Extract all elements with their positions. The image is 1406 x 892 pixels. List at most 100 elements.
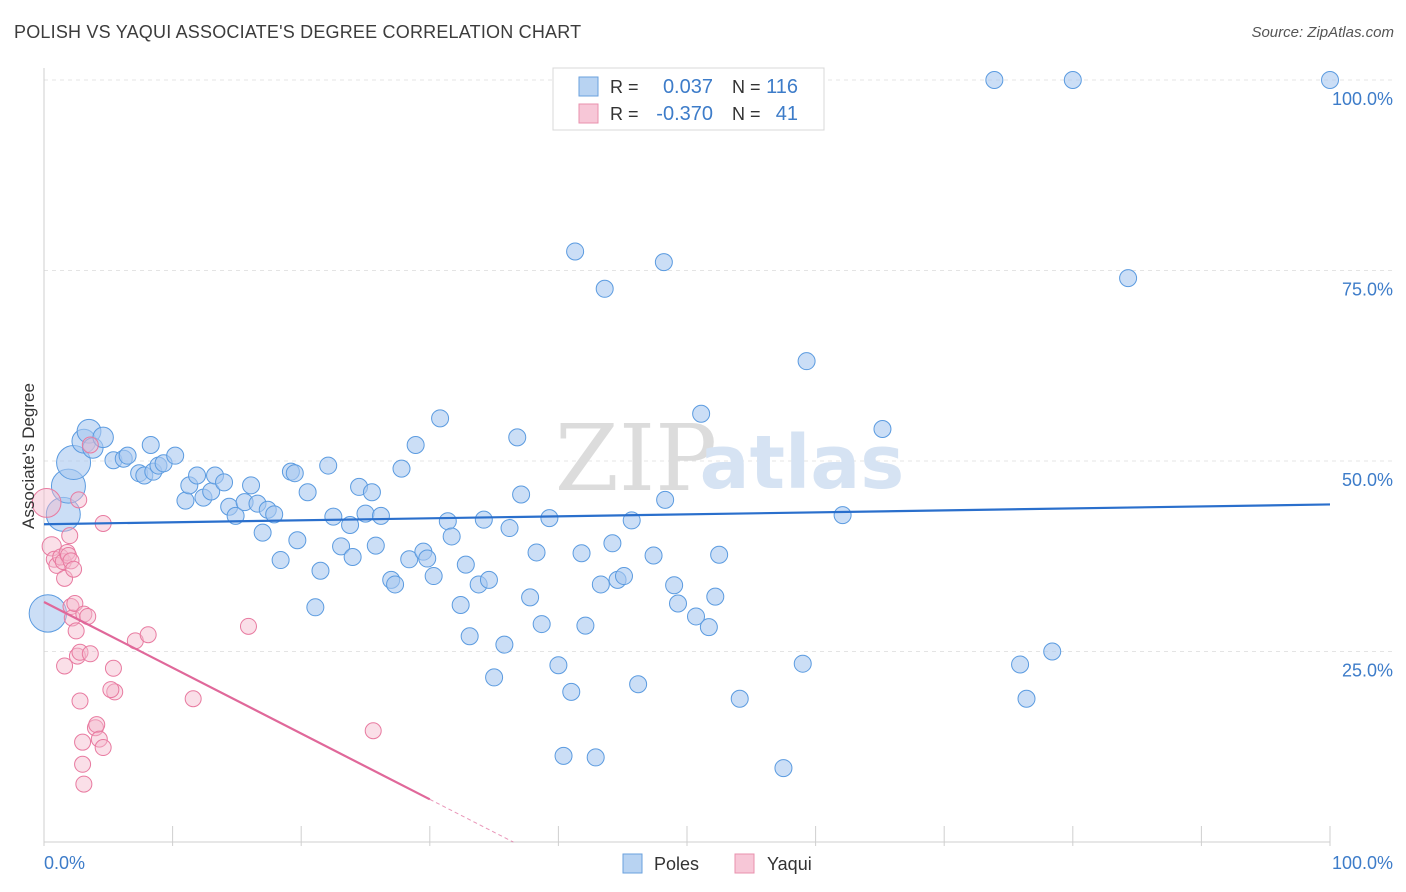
point-poles-90 <box>644 546 663 565</box>
point-yaqui-25 <box>81 645 99 663</box>
point-poles-69 <box>500 519 519 538</box>
point-yaqui-35 <box>102 681 120 699</box>
bottom-legend-label-yaqui: Yaqui <box>767 854 812 874</box>
legend-swatch-yaqui <box>578 103 599 124</box>
point-yaqui-31 <box>70 491 88 509</box>
point-yaqui-29 <box>94 739 112 757</box>
point-poles-103 <box>797 352 816 371</box>
point-poles-54 <box>406 435 425 454</box>
point-poles-38 <box>306 598 325 617</box>
point-poles-87 <box>614 567 633 586</box>
point-poles-63 <box>460 627 479 646</box>
point-poles-96 <box>692 404 711 423</box>
point-yaqui-39 <box>239 617 257 635</box>
point-poles-49 <box>371 506 390 525</box>
point-poles-56 <box>418 549 437 568</box>
point-yaqui-14 <box>67 622 85 640</box>
point-yaqui-9 <box>61 527 79 545</box>
point-poles-26 <box>226 506 245 525</box>
point-poles-24 <box>215 473 234 492</box>
trend-line-yaqui <box>43 600 431 801</box>
point-poles-71 <box>512 485 531 504</box>
trend-line-yaqui-extension <box>429 798 514 843</box>
point-poles-104 <box>833 506 852 525</box>
point-poles-70 <box>508 428 527 447</box>
point-poles-72 <box>521 588 540 607</box>
point-poles-74 <box>532 615 551 634</box>
point-poles-105 <box>873 419 892 438</box>
y-tick-label-100: 100.0% <box>1332 89 1393 109</box>
x-tick-label-max: 100.0% <box>1332 853 1393 873</box>
point-yaqui-40 <box>364 722 382 740</box>
chart-title: POLISH VS YAQUI ASSOCIATE'S DEGREE CORRE… <box>14 22 582 42</box>
point-poles-17 <box>118 446 137 465</box>
point-poles-32 <box>265 505 284 524</box>
trend-line-poles <box>43 503 1331 526</box>
point-yaqui-38 <box>184 690 202 708</box>
point-poles-42 <box>332 537 351 556</box>
point-yaqui-21 <box>74 755 92 773</box>
point-poles-94 <box>668 594 687 613</box>
point-poles-108 <box>1017 689 1036 708</box>
point-poles-47 <box>362 483 381 502</box>
point-poles-83 <box>591 575 610 594</box>
point-yaqui-0 <box>31 488 62 518</box>
point-yaqui-11 <box>65 560 83 578</box>
point-poles-84 <box>595 279 614 298</box>
trend-lines <box>43 503 1331 843</box>
point-poles-48 <box>366 536 385 555</box>
legend-r-value-yaqui: -0.370 <box>656 103 713 125</box>
legend-r-label-poles: R = <box>610 77 639 97</box>
point-poles-15 <box>166 446 185 465</box>
point-poles-106 <box>985 71 1004 89</box>
x-tick-label-min: 0.0% <box>44 853 85 873</box>
point-yaqui-19 <box>71 692 89 710</box>
point-poles-75 <box>540 509 559 528</box>
point-yaqui-16 <box>56 657 74 675</box>
axes <box>43 68 1331 846</box>
point-poles-60 <box>442 527 461 546</box>
point-poles-61 <box>451 596 470 615</box>
point-poles-58 <box>431 409 450 428</box>
point-yaqui-6 <box>56 569 74 587</box>
point-poles-101 <box>774 759 793 778</box>
y-tick-label-25: 25.0% <box>1342 661 1393 681</box>
legend: R = 0.037 N = 116 R = -0.370 N = 41 <box>552 67 825 131</box>
legend-swatch-poles <box>578 76 599 97</box>
point-poles-41 <box>324 507 343 526</box>
point-poles-59 <box>438 512 457 531</box>
point-poles-81 <box>576 616 595 635</box>
point-poles-66 <box>479 570 498 589</box>
point-poles-20 <box>188 466 207 485</box>
point-poles-30 <box>253 523 272 542</box>
point-poles-68 <box>495 635 514 654</box>
bottom-legend: Poles Yaqui <box>622 853 812 874</box>
point-poles-98 <box>706 587 725 606</box>
watermark-zip: ZIP <box>555 405 717 512</box>
point-poles-16 <box>141 435 160 454</box>
point-poles-28 <box>242 476 261 495</box>
point-poles-109 <box>1043 642 1062 661</box>
point-poles-107 <box>1011 655 1030 674</box>
bottom-legend-swatch-poles <box>622 853 643 874</box>
point-poles-110 <box>1063 71 1082 89</box>
point-poles-112 <box>1321 71 1339 89</box>
source-label: Source: ZipAtlas.com <box>1251 24 1394 41</box>
point-poles-62 <box>456 555 475 574</box>
bottom-legend-label-poles: Poles <box>654 854 699 874</box>
point-yaqui-30 <box>81 436 99 454</box>
point-poles-37 <box>298 483 317 502</box>
legend-r-label-yaqui: R = <box>610 104 639 124</box>
point-poles-39 <box>311 561 330 580</box>
legend-n-value-yaqui: 41 <box>776 103 798 125</box>
point-poles-65 <box>474 510 493 529</box>
point-poles-100 <box>730 689 749 708</box>
point-poles-40 <box>319 456 338 475</box>
bottom-legend-swatch-yaqui <box>734 853 755 874</box>
point-poles-77 <box>554 746 573 765</box>
point-poles-67 <box>485 668 504 687</box>
point-poles-0 <box>28 594 68 633</box>
point-poles-44 <box>343 548 362 567</box>
point-poles-95 <box>687 607 706 626</box>
